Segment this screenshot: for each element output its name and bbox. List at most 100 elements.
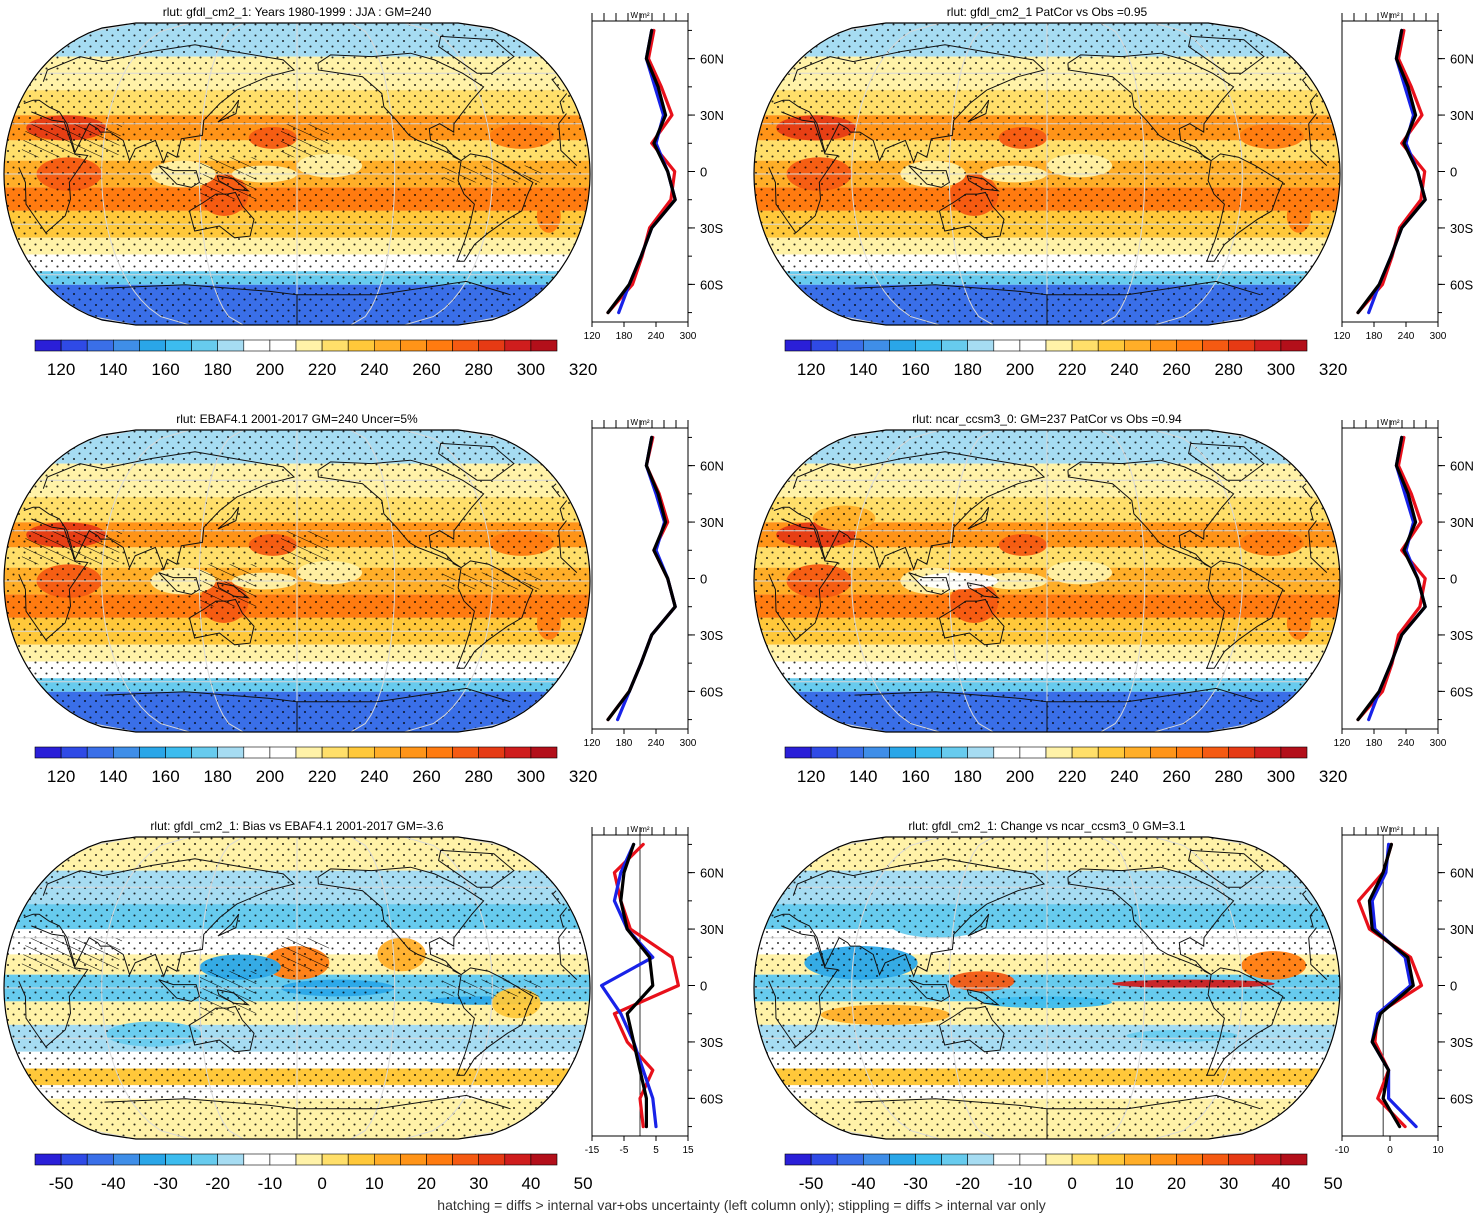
colorbar-swatch: [243, 746, 271, 759]
profile-lat-label: 60N: [1450, 866, 1474, 881]
profile-x-label: 240: [648, 331, 665, 342]
profile-lat-label: 60N: [1450, 52, 1474, 67]
colorbar-label: 180: [954, 360, 982, 379]
colorbar-swatch: [191, 339, 219, 352]
map-border: [753, 836, 1341, 1140]
coastline-indonesia: [158, 572, 200, 595]
colorbar-swatch: [1097, 339, 1125, 352]
coastlines: [18, 849, 578, 1139]
colorbar-swatch: [113, 339, 140, 352]
panel-3: rlut: EBAF4.1 2001-2017 GM=240 Uncer=5% 1…: [3, 412, 724, 786]
colorbar-label: 280: [465, 360, 493, 379]
colorbar-swatch: [836, 746, 864, 759]
colorbar-label: 50: [1324, 1174, 1343, 1193]
colorbar-swatch: [1071, 746, 1099, 759]
profile-lat-label: 60S: [700, 1091, 723, 1106]
coastline-japan: [967, 506, 990, 530]
colorbar-swatch: [784, 1153, 812, 1166]
coastline-africa: [1308, 530, 1328, 573]
colorbar-label: 50: [574, 1174, 593, 1193]
coastline-newguinea: [216, 989, 250, 1006]
colorbar-label: 200: [256, 767, 284, 786]
colorbar-label: 220: [1058, 767, 1086, 786]
coastline-antarctica: [854, 1098, 1048, 1139]
coastline-africa: [1308, 927, 1317, 939]
colorbar-swatch: [1202, 746, 1229, 759]
colorbar-swatch: [530, 1153, 558, 1166]
profile-x-label: 15: [682, 1145, 694, 1156]
colorbar-swatch: [1176, 746, 1203, 759]
coastlines: [768, 849, 1328, 1139]
colorbar-swatch: [1124, 1153, 1151, 1166]
colorbar-swatch: [243, 1153, 271, 1166]
colorbar-swatch: [400, 1153, 427, 1166]
coastline-newguinea: [216, 582, 250, 599]
colorbar-label: -50: [49, 1174, 74, 1193]
coastline-eurasia: [773, 451, 1046, 571]
colorbar-label: -20: [955, 1174, 980, 1193]
world-map: [753, 836, 1341, 1140]
map-border: [3, 836, 591, 1140]
coastline-newguinea: [216, 175, 250, 192]
coastline-africa: [768, 518, 839, 641]
colorbar-label: 300: [517, 360, 545, 379]
colorbar-swatch: [139, 746, 166, 759]
world-map: [3, 836, 591, 1140]
colorbar-swatch: [1202, 339, 1229, 352]
coastline-antarctica: [297, 687, 511, 703]
colorbar-swatch: [217, 746, 245, 759]
coastline-namerica: [317, 866, 485, 976]
panel-title: rlut: EBAF4.1 2001-2017 GM=240 Uncer=5%: [176, 412, 418, 426]
panel-4: rlut: ncar_ccsm3_0: GM=237 PatCor vs Obs…: [753, 412, 1474, 786]
colorbar-label: 180: [204, 360, 232, 379]
coastline-japan: [967, 99, 990, 123]
profile-lat-label: 60N: [700, 866, 724, 881]
colorbar-label: -40: [851, 1174, 876, 1193]
colorbar-swatch: [86, 1153, 114, 1166]
colorbar-swatch: [34, 1153, 62, 1166]
colorbar-swatch: [60, 1153, 88, 1166]
panel-title: rlut: gfdl_cm2_1: Bias vs EBAF4.1 2001-2…: [150, 819, 443, 833]
profile-lat-label: 60N: [700, 52, 724, 67]
profile-units: W m²: [1380, 418, 1399, 427]
coastline-eurasia: [773, 44, 1046, 164]
colorbar-label: 240: [360, 767, 388, 786]
colorbar-swatch: [915, 1153, 942, 1166]
colorbar-swatch: [889, 339, 916, 352]
coastline-samerica: [456, 560, 534, 669]
panel-title: rlut: gfdl_cm2_1: Change vs ncar_ccsm3_0…: [908, 819, 1185, 833]
coastline-greenland: [438, 849, 515, 888]
coastline-antarctica: [297, 1094, 511, 1110]
colorbar-swatch: [1228, 1153, 1256, 1166]
coastline-samerica: [1206, 153, 1284, 262]
coastlines: [18, 442, 578, 732]
coastline-greenland: [438, 442, 515, 481]
colorbar-swatch: [967, 339, 995, 352]
panel-title: rlut: gfdl_cm2_1: Years 1980-1999 : JJA …: [163, 5, 432, 19]
colorbar-swatch: [1150, 746, 1177, 759]
coastline-uk: [1301, 483, 1311, 498]
colorbar-label: 320: [569, 767, 597, 786]
colorbar-swatch: [915, 339, 942, 352]
profile-units: W m²: [630, 11, 649, 20]
profile-lat-label: 30N: [700, 515, 724, 530]
colorbar-swatch: [400, 339, 427, 352]
colorbar-swatch: [530, 339, 558, 352]
colorbar-swatch: [836, 1153, 864, 1166]
colorbar-swatch: [993, 1153, 1021, 1166]
profile-lat-label: 0: [1450, 572, 1457, 587]
profile-lat-label: 30S: [700, 221, 723, 236]
coastline-samerica: [456, 153, 534, 262]
colorbar-swatch: [889, 1153, 916, 1166]
coastline-africa: [1308, 937, 1328, 980]
zonal-profile: W m² 60N 30N 0 30S 60S 120 180 240 300: [1334, 11, 1474, 342]
coastline-uk: [551, 890, 561, 905]
colorbar-swatch: [1097, 1153, 1125, 1166]
colorbar-swatch: [452, 746, 480, 759]
colorbar-label: 280: [1215, 767, 1243, 786]
colorbar-swatch: [86, 746, 114, 759]
profile-x-label: -5: [620, 1145, 629, 1156]
colorbar-swatch: [1280, 1153, 1308, 1166]
colorbar-swatch: [139, 1153, 166, 1166]
colorbar-label: 220: [308, 360, 336, 379]
